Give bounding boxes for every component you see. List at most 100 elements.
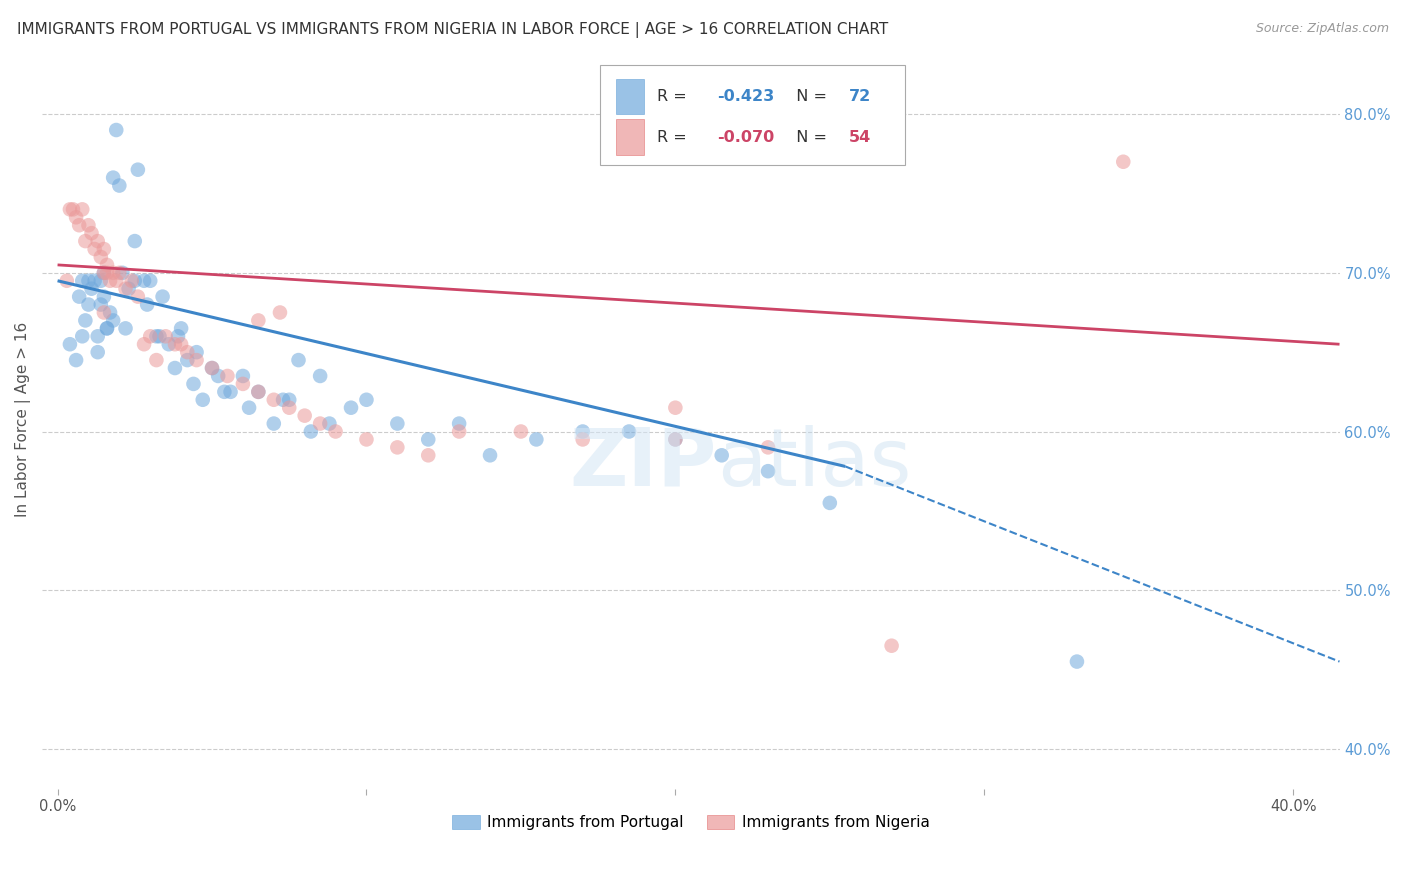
Point (86, 345, 108, 359)
Point (263, 417, 285, 431)
Point (145, 329, 167, 343)
Point (183, 376, 205, 391)
Point (96, 321, 118, 335)
Point (148, 329, 170, 343)
Text: IMMIGRANTS FROM PORTUGAL VS IMMIGRANTS FROM NIGERIA IN LABOR FORCE | AGE > 16 CO: IMMIGRANTS FROM PORTUGAL VS IMMIGRANTS F… (17, 22, 889, 38)
Point (132, 337, 155, 351)
FancyBboxPatch shape (600, 65, 905, 165)
Point (449, 425, 471, 439)
Y-axis label: In Labor Force | Age > 16: In Labor Force | Age > 16 (15, 322, 31, 517)
Point (105, 274, 128, 288)
Point (201, 361, 224, 376)
Point (170, 321, 193, 335)
Point (163, 337, 186, 351)
Text: 54: 54 (849, 129, 872, 145)
Point (77, 297, 100, 311)
Point (479, 448, 502, 462)
Point (387, 417, 409, 431)
Point (449, 417, 471, 431)
Point (418, 448, 440, 462)
Point (278, 392, 301, 407)
Point (65, 353, 87, 368)
Point (176, 345, 198, 359)
Text: N =: N = (786, 89, 831, 104)
Point (664, 401, 686, 415)
Point (287, 353, 309, 368)
Point (294, 409, 316, 423)
Point (756, 441, 779, 455)
Text: 72: 72 (849, 89, 872, 104)
Point (571, 433, 593, 447)
Point (75, 234, 97, 248)
Point (157, 337, 180, 351)
Point (80, 226, 103, 240)
Point (96, 266, 118, 280)
Point (207, 368, 229, 383)
Point (59, 202, 82, 217)
Point (65, 211, 87, 225)
Point (86, 329, 108, 343)
Point (217, 368, 239, 383)
Point (756, 464, 779, 478)
Text: R =: R = (657, 129, 692, 145)
Point (127, 162, 149, 177)
Point (1066, 655, 1088, 669)
Point (232, 376, 254, 391)
Text: -0.423: -0.423 (717, 89, 775, 104)
Point (247, 313, 270, 327)
Point (418, 433, 440, 447)
Point (117, 282, 139, 296)
Point (269, 305, 291, 319)
Point (263, 392, 285, 407)
Point (152, 290, 174, 304)
Point (98, 305, 121, 319)
Point (83, 242, 105, 256)
Point (80, 282, 103, 296)
Point (309, 368, 332, 383)
Point (59, 337, 82, 351)
Point (121, 274, 143, 288)
Point (108, 266, 131, 280)
Point (62, 202, 84, 217)
Point (93, 305, 115, 319)
Point (93, 266, 115, 280)
Point (124, 234, 146, 248)
Point (387, 441, 409, 455)
Point (247, 384, 270, 399)
Point (83, 274, 105, 288)
Point (139, 329, 162, 343)
FancyBboxPatch shape (616, 78, 644, 114)
Point (56, 274, 79, 288)
Point (132, 274, 155, 288)
Point (219, 384, 242, 399)
Point (75, 313, 97, 327)
Point (96, 258, 118, 272)
Point (101, 170, 124, 185)
Point (509, 425, 531, 439)
Point (108, 178, 131, 193)
Point (86, 234, 108, 248)
Point (155, 329, 177, 343)
Point (232, 368, 254, 383)
Text: -0.070: -0.070 (717, 129, 775, 145)
Point (145, 353, 167, 368)
Point (72, 329, 94, 343)
Point (214, 384, 236, 399)
Point (114, 321, 136, 335)
Point (77, 218, 100, 232)
Point (1112, 154, 1135, 169)
Point (186, 345, 208, 359)
Legend: Immigrants from Portugal, Immigrants from Nigeria: Immigrants from Portugal, Immigrants fro… (446, 809, 936, 836)
Point (340, 401, 363, 415)
Point (127, 290, 149, 304)
Point (176, 353, 198, 368)
Point (114, 282, 136, 296)
Point (524, 433, 547, 447)
Text: atlas: atlas (717, 425, 911, 503)
Point (356, 392, 378, 407)
Point (93, 290, 115, 304)
Point (299, 425, 322, 439)
Point (167, 329, 190, 343)
Point (90, 297, 112, 311)
Point (309, 417, 332, 431)
